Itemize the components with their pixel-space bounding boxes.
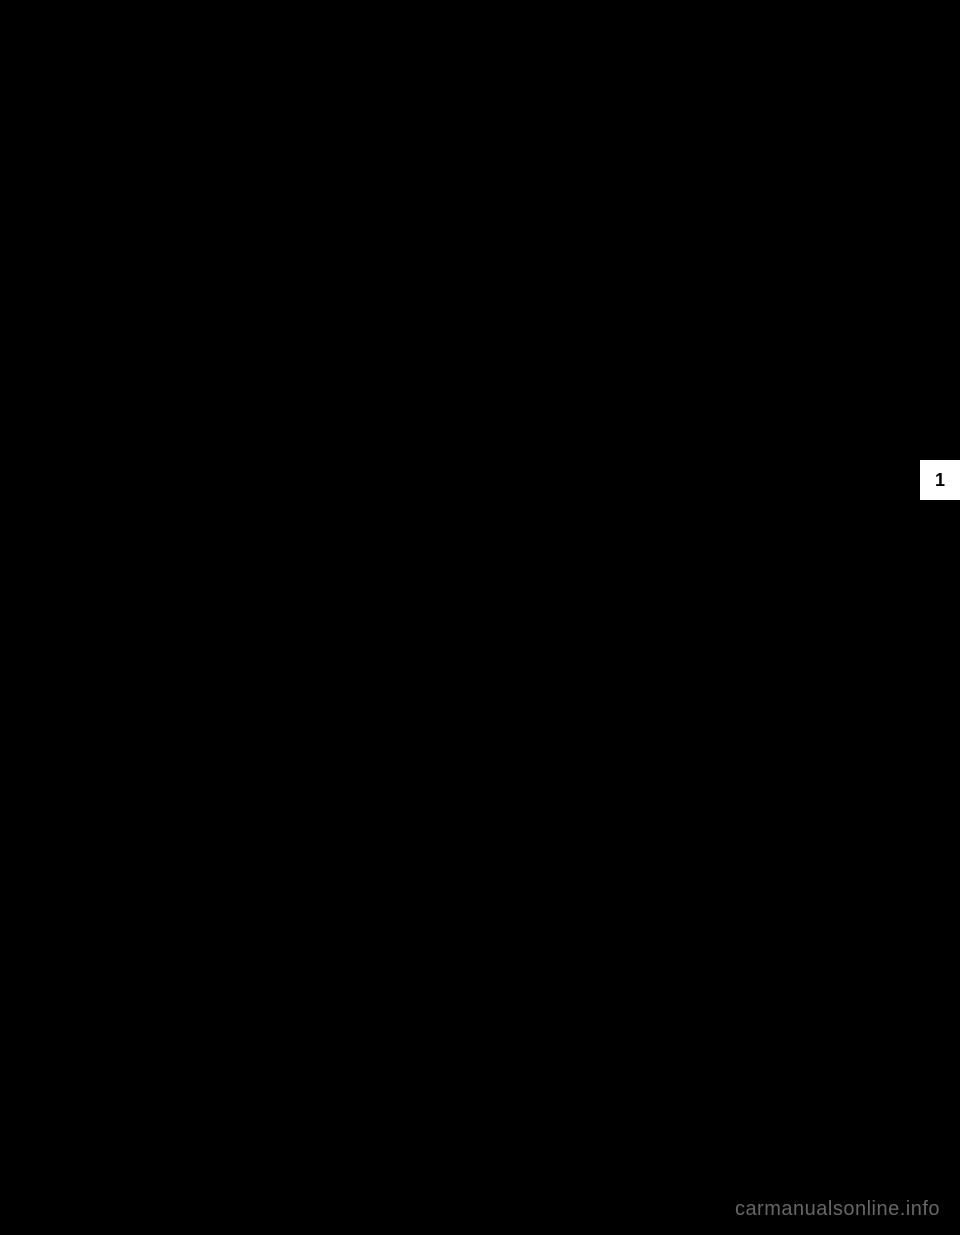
watermark-text: carmanualsonline.info [735,1198,940,1221]
section-number: 1 [935,470,945,491]
section-tab: 1 [920,460,960,500]
